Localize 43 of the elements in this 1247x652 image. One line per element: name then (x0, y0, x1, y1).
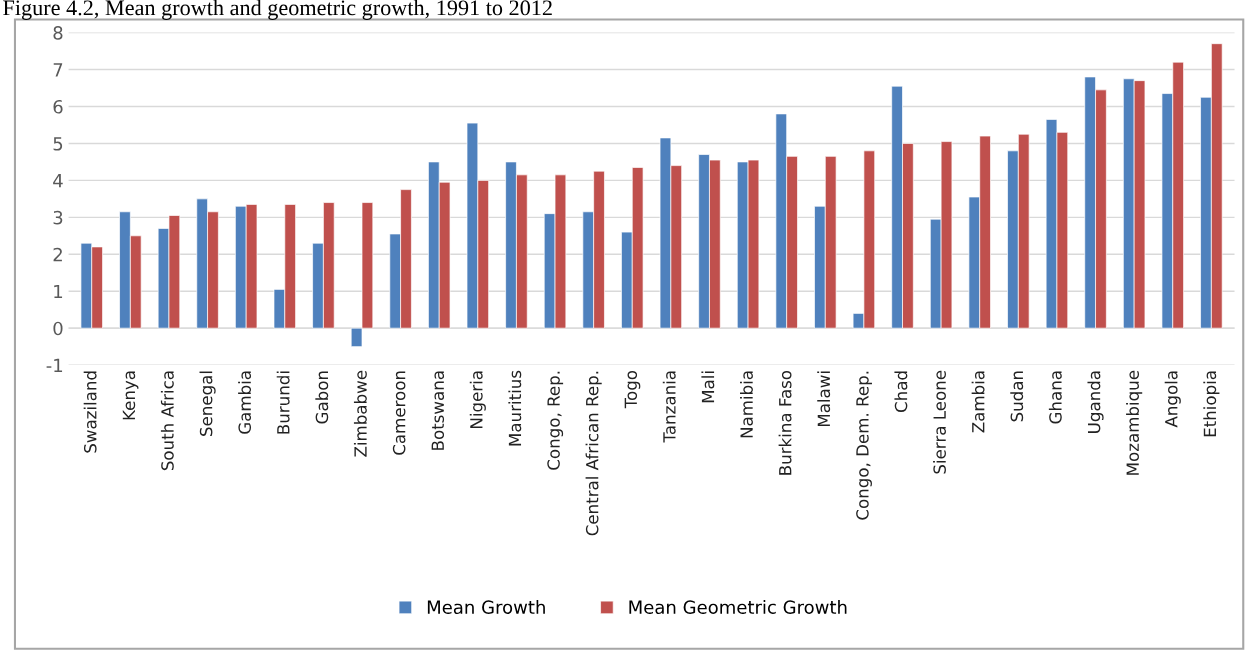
x-tick-label: Kenya (122, 371, 139, 420)
x-tick-label: Nigeria (469, 371, 486, 428)
x-tick-label: Burundi (276, 371, 290, 434)
x-tick-label: Mali (701, 371, 715, 403)
x-tick-label: Botswana (431, 371, 445, 450)
x-tick-label: Chad (894, 371, 908, 413)
y-tick-label: 4 (53, 174, 63, 188)
y-tick-label: 2 (53, 247, 62, 262)
x-tick-label: Senegal (199, 371, 216, 436)
y-tick-label: -1 (46, 358, 63, 372)
y-tick-label: 8 (53, 26, 63, 40)
x-tick-label: Zambia (971, 371, 985, 433)
y-tick-label: 6 (53, 99, 63, 114)
x-tick-label: South Africa (160, 371, 174, 471)
x-tick-label: Central African Rep. (585, 371, 602, 536)
x-tick-label: Burkina Faso (778, 370, 792, 475)
y-tick-label: 0 (53, 321, 63, 336)
x-tick-label: Zimbabwe (353, 370, 367, 457)
x-tick-label: Tanzania (662, 371, 676, 443)
x-tick-label: Uganda (1087, 371, 1104, 433)
legend-label: Mean Geometric Growth (629, 600, 847, 614)
x-tick-label: Sudan (1010, 371, 1024, 422)
x-tick-label: Congo, Dem. Rep. (856, 371, 872, 520)
x-tick-label: Gambia (238, 371, 252, 434)
x-tick-label: Congo, Rep. (547, 371, 564, 470)
x-tick-label: Malawi (817, 371, 831, 427)
x-tick-label: Gabon (315, 371, 329, 424)
x-tick-label: Ethiopia (1203, 371, 1220, 437)
x-tick-label: Cameroon (392, 371, 406, 455)
x-tick-label: Swaziland (83, 371, 97, 453)
legend-label: Mean Growth (427, 600, 545, 614)
x-tick-label: Sierra Leone (933, 370, 946, 474)
x-tick-label: Ghana (1048, 371, 1062, 424)
y-tick-label: 1 (54, 284, 63, 299)
x-tick-label: Mozambique (1126, 370, 1143, 475)
y-tick-label: 3 (53, 210, 63, 225)
y-tick-label: 7 (53, 63, 63, 77)
x-tick-label: Angola (1164, 371, 1181, 428)
chart-title: Figure 4.2, Mean growth and geometric growth, 1991 to 2012 (3, 0, 552, 20)
y-tick-label: 5 (53, 137, 63, 151)
x-tick-label: Mauritius (508, 370, 522, 446)
x-tick-label: Namibia (740, 371, 753, 438)
x-tick-label: Togo (624, 370, 641, 409)
